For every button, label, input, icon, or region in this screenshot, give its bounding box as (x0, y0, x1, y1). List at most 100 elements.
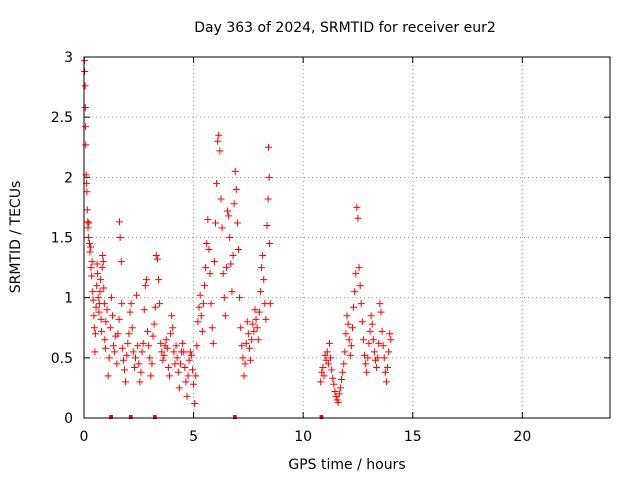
y-tick-label: 2.5 (51, 110, 73, 126)
x-tick-label: 20 (513, 429, 531, 445)
data-point (263, 221, 271, 229)
data-point (87, 243, 95, 251)
data-point (216, 147, 224, 155)
data-point (101, 344, 109, 352)
data-point (182, 378, 190, 386)
data-point (132, 354, 140, 362)
data-point (126, 308, 134, 316)
data-point (245, 344, 253, 352)
data-point (130, 363, 138, 371)
data-point (367, 312, 375, 320)
data-point (159, 356, 167, 364)
x-axis-title: GPS time / hours (288, 457, 405, 473)
data-point (353, 203, 361, 211)
data-point (219, 270, 227, 278)
data-point (224, 207, 232, 215)
chart-title: Day 363 of 2024, SRMTID for receiver eur… (194, 20, 496, 36)
data-point (253, 324, 261, 332)
data-point (222, 264, 230, 272)
data-point (237, 324, 245, 332)
data-point (146, 354, 154, 362)
y-tick-label: 2 (64, 170, 73, 186)
data-point (380, 354, 388, 362)
data-point (343, 312, 351, 320)
data-point (123, 351, 131, 359)
data-point (192, 372, 200, 380)
data-point (322, 356, 330, 364)
data-points (80, 57, 395, 408)
data-point (88, 272, 96, 280)
data-point (220, 294, 228, 302)
data-point (91, 330, 99, 338)
data-point (325, 339, 333, 347)
data-point (185, 356, 193, 364)
y-axis-title: SRMTID / TECUs (8, 181, 24, 294)
data-point (240, 372, 248, 380)
data-point (243, 318, 251, 326)
y-tick-label: 0 (64, 411, 73, 427)
data-point (238, 342, 246, 350)
data-point (384, 363, 392, 371)
data-point (331, 388, 339, 396)
x-tick-label: 15 (404, 429, 422, 445)
data-point (94, 294, 102, 302)
data-point (347, 342, 355, 350)
data-point (382, 378, 390, 386)
data-point (135, 360, 143, 368)
data-point (262, 315, 270, 323)
data-point (98, 327, 106, 335)
baseline-marker (319, 415, 324, 419)
data-point (81, 104, 89, 112)
data-point (265, 143, 273, 151)
data-point (138, 348, 146, 356)
x-tick-labels: 0 5 10 15 20 (80, 429, 532, 445)
data-point (163, 344, 171, 352)
data-point (228, 288, 236, 296)
data-point (141, 282, 149, 290)
data-point (187, 351, 195, 359)
data-point (229, 252, 237, 260)
y-tick-label: 3 (64, 50, 73, 66)
data-point (95, 308, 103, 316)
baseline-marker (153, 415, 157, 419)
data-point (375, 339, 383, 347)
data-point (176, 360, 184, 368)
data-point (218, 224, 226, 232)
data-point (255, 308, 263, 316)
data-point (155, 276, 163, 284)
data-point (188, 366, 196, 374)
data-point (328, 366, 336, 374)
data-point (108, 312, 116, 320)
data-point (266, 300, 274, 308)
data-point (256, 288, 264, 296)
data-point (86, 248, 94, 256)
data-point (124, 339, 132, 347)
data-point (352, 270, 360, 278)
data-point (340, 360, 348, 368)
data-point (236, 294, 244, 302)
data-point (385, 348, 393, 356)
data-point (100, 284, 108, 292)
data-point (202, 264, 210, 272)
data-point (214, 137, 222, 145)
data-point (106, 324, 114, 332)
data-point (156, 300, 164, 308)
data-point (139, 339, 147, 347)
data-point (170, 348, 178, 356)
data-point (127, 300, 135, 308)
data-point (92, 303, 100, 311)
data-point (339, 368, 347, 376)
data-point (110, 342, 118, 350)
grid-lines (84, 57, 610, 418)
data-point (145, 342, 153, 350)
data-point (209, 339, 217, 347)
data-point (83, 188, 91, 196)
data-point (172, 342, 180, 350)
data-point (235, 246, 243, 254)
data-point (342, 330, 350, 338)
data-point (97, 315, 105, 323)
data-point (249, 320, 257, 328)
data-point (84, 218, 92, 226)
data-point (117, 258, 125, 266)
data-point (160, 351, 168, 359)
